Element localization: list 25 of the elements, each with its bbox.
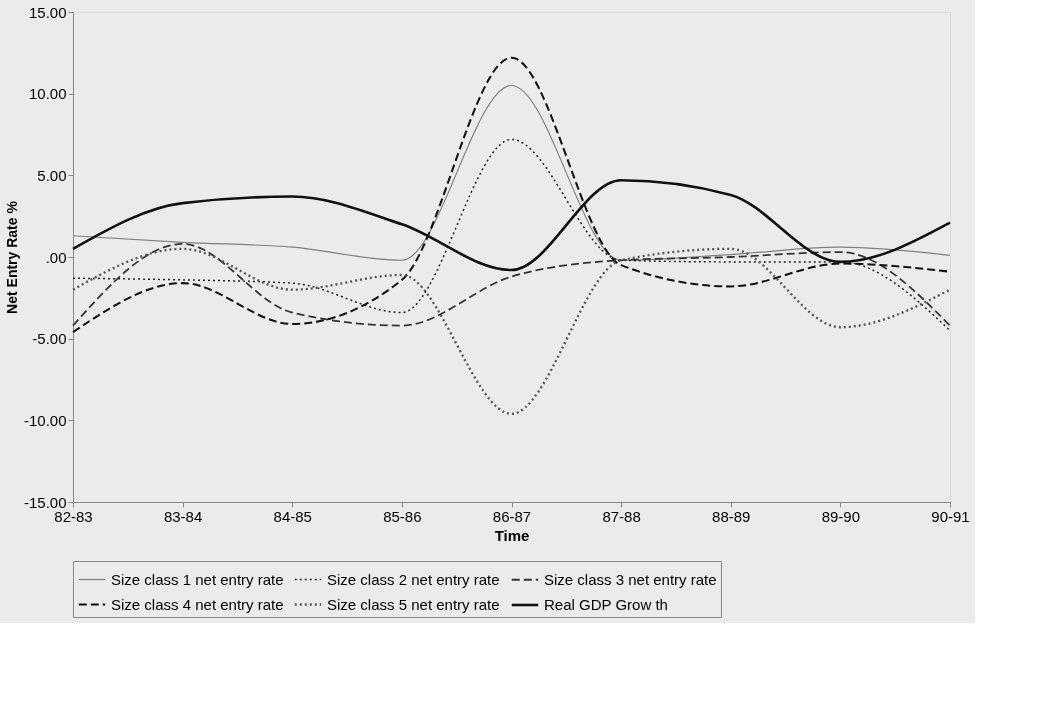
x-tick-label: 84-85 [273,507,312,525]
line-series [71,247,952,415]
line-series [72,243,951,327]
x-axis-title: Time [494,526,530,544]
legend-label: Size class 2 net entry rate [327,570,500,588]
y-tick-label: .00 [45,248,67,266]
x-tick-label: 87-88 [602,507,641,525]
x-tick-label: 86-87 [492,507,532,525]
legend-label: Real GDP Grow th [544,596,668,613]
y-tick-label: 15.00 [28,3,67,21]
y-axis-title: Net Entry Rate % [3,200,20,314]
y-tick-label: 10.00 [28,85,67,103]
legend-label: Size class 4 net entry rate [111,595,284,613]
legend-label: Size class 3 net entry rate [544,570,717,588]
y-tick-label: -5.00 [32,330,67,348]
y-tick-label: -10.00 [23,411,67,429]
x-tick-label: 90-91 [931,507,970,525]
x-tick-label: 88-89 [712,507,751,525]
legend-label: Size class 5 net entry rate [327,595,500,613]
x-tick-label: 89-90 [821,507,861,525]
x-tick-label: 85-86 [383,507,422,525]
y-tick-label: 5.00 [37,166,67,184]
legend-label: Size class 1 net entry rate [111,570,284,588]
line-series [72,138,951,332]
x-tick-label: 83-84 [163,507,203,525]
